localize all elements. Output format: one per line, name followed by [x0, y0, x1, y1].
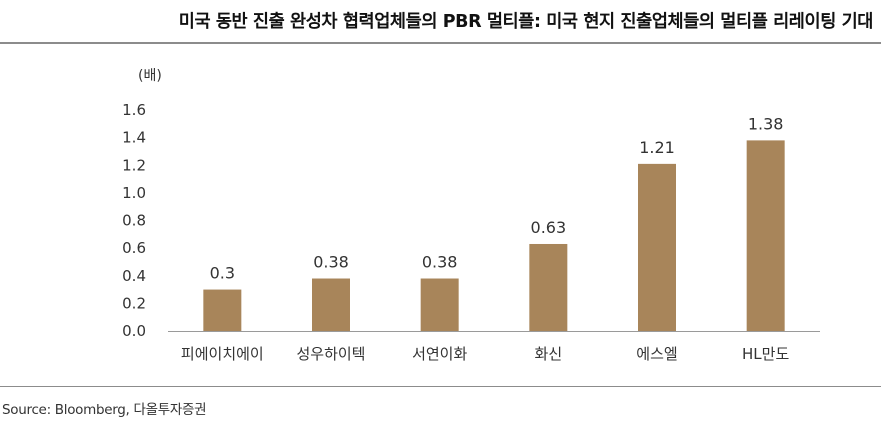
source-note: Source: Bloomberg, 다올투자증권: [2, 402, 207, 418]
bar: [203, 289, 242, 331]
y-axis-unit-label: (배): [138, 68, 162, 84]
bar: [529, 243, 568, 331]
y-tick-label: 0.4: [122, 267, 146, 285]
y-tick-label: 1.6: [122, 101, 146, 119]
category-label: 화신: [535, 345, 563, 363]
bar-chart: (배) 0.0 0.2 0.4 0.6 0.8 1.0 1.2 1.4 1.6 피에이치에이 성우…: [122, 68, 820, 363]
y-tick-label: 1.0: [122, 184, 146, 202]
bar: [420, 278, 459, 331]
bar-value-label: 1.38: [748, 114, 784, 133]
category-label: 성우하이텍: [296, 345, 365, 363]
data-labels: 0.3 0.38 0.38 0.63 1.21 1.38: [210, 114, 784, 282]
y-tick-label: 0.8: [122, 212, 146, 230]
category-labels: 피에이치에이 성우하이텍 서연이화 화신 에스엘 HL만도: [181, 345, 790, 363]
category-label: 에스엘: [636, 345, 677, 363]
y-tick-label: 1.4: [122, 129, 146, 147]
bar-value-label: 0.3: [210, 264, 235, 283]
bar-value-label: 1.21: [639, 138, 675, 157]
bottom-divider: [0, 386, 881, 387]
top-divider: [0, 42, 881, 44]
y-tick-label: 0.6: [122, 239, 146, 257]
bar-value-label: 0.63: [531, 218, 567, 237]
bar: [638, 163, 676, 331]
bar: [312, 278, 350, 331]
y-tick-label: 1.2: [122, 156, 146, 174]
category-label: HL만도: [742, 345, 789, 363]
bar-value-label: 0.38: [422, 253, 458, 272]
y-tick-label: 0.2: [122, 294, 146, 312]
bars: [203, 140, 785, 331]
bar-value-label: 0.38: [313, 253, 349, 272]
category-label: 피에이치에이: [181, 345, 264, 363]
category-label: 서연이화: [412, 345, 467, 363]
y-tick-label: 0.0: [122, 322, 146, 340]
chart-title: 미국 동반 진출 완성차 협력업체들의 PBR 멀티플: 미국 현지 진출업체들…: [178, 12, 874, 32]
bar: [746, 140, 785, 331]
y-axis-ticks: 0.0 0.2 0.4 0.6 0.8 1.0 1.2 1.4 1.6: [122, 101, 146, 340]
